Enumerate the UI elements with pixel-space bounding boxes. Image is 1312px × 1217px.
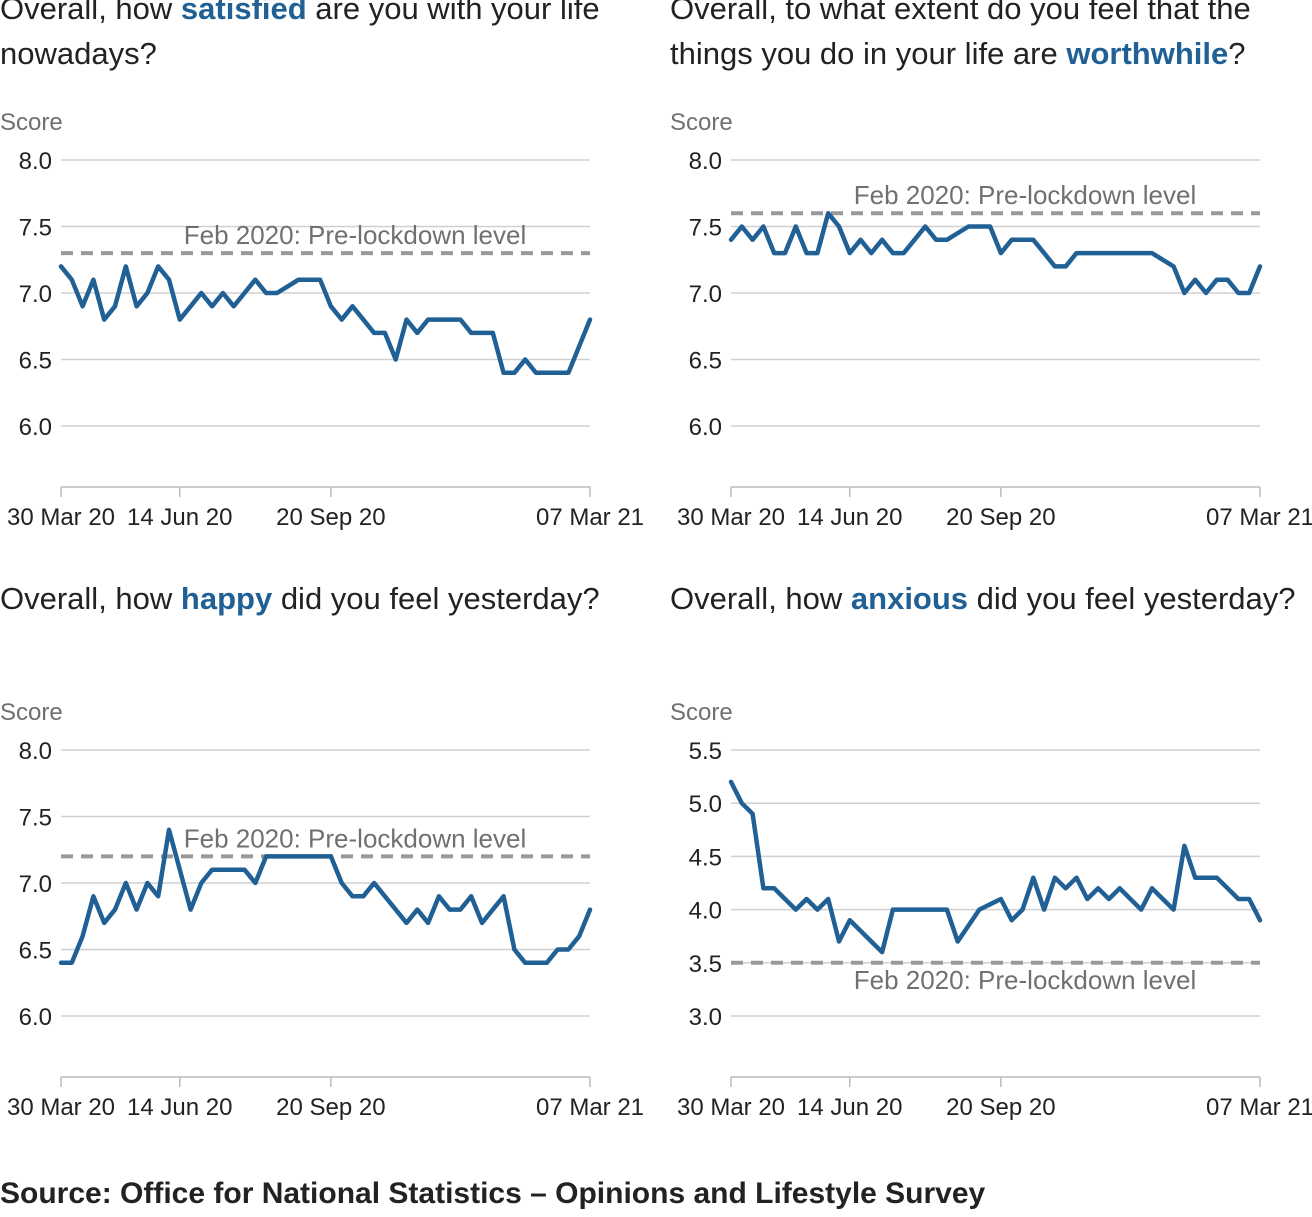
x-tick-label: 14 Jun 20: [127, 1094, 232, 1121]
title-post: are you with your life nowadays?: [0, 0, 600, 71]
x-tick-label: 30 Mar 20: [677, 1094, 785, 1121]
title-post: did you feel yesterday?: [968, 581, 1296, 616]
x-tick-label: 20 Sep 20: [276, 1094, 385, 1121]
x-tick-label: 07 Mar 21: [536, 504, 644, 531]
x-tick-label: 07 Mar 21: [536, 1094, 644, 1121]
title-highlight: happy: [180, 581, 273, 616]
y-tick-label: 4.0: [689, 898, 722, 925]
y-tick-label: 8.0: [19, 738, 52, 765]
chart-panel-anxious: Overall, how anxious did you feel yester…: [670, 581, 1312, 1150]
series-line: [728, 210, 1263, 296]
line-chart: Score 5.5 5.0 4.5 4.0 3.5 3.0 30 Mar 20 14 Jun 2…: [670, 699, 1312, 1121]
title-post: ?: [1228, 36, 1246, 71]
y-tick-label: 7.5: [19, 215, 52, 242]
line-chart: Score 8.0 7.5 7.0 6.5 6.0 30 Mar 20 14 Jun 20 20…: [670, 109, 1312, 531]
x-tick-label: 20 Sep 20: [946, 504, 1055, 531]
x-tick-label: 07 Mar 21: [1206, 504, 1312, 531]
y-tick-label: 8.0: [689, 148, 722, 175]
reference-label: Feb 2020: Pre-lockdown level: [184, 220, 527, 250]
title-highlight: satisfied: [180, 0, 307, 26]
title-pre: Overall, to what extent do you feel that…: [670, 0, 1251, 71]
y-tick-label: 8.0: [19, 148, 52, 175]
title-pre: Overall, how: [0, 0, 181, 26]
series-line: [58, 264, 593, 376]
y-tick-label: 6.0: [19, 414, 52, 441]
line-chart: Score 8.0 7.5 7.0 6.5 6.0 30 Mar 20 14 Jun 20 20…: [0, 109, 644, 531]
x-tick-label: 14 Jun 20: [797, 504, 902, 531]
x-tick-label: 30 Mar 20: [7, 504, 115, 531]
y-tick-label: 7.0: [19, 871, 52, 898]
x-tick-label: 20 Sep 20: [946, 1094, 1055, 1121]
x-tick-label: 14 Jun 20: [127, 504, 232, 531]
reference-label: Feb 2020: Pre-lockdown level: [184, 823, 527, 853]
y-tick-label: 5.0: [689, 791, 722, 818]
chart-panel-happy: Overall, how happy did you feel yesterda…: [0, 581, 650, 1150]
x-tick-label: 20 Sep 20: [276, 504, 385, 531]
chart-title: Overall, how satisfied are you with your…: [0, 0, 645, 76]
y-tick-label: 7.5: [689, 215, 722, 242]
y-tick-label: 7.0: [689, 281, 722, 308]
y-tick-label: 4.5: [689, 844, 722, 871]
x-tick-label: 14 Jun 20: [797, 1094, 902, 1121]
title-highlight: worthwhile: [1066, 36, 1229, 71]
x-tick-label: 30 Mar 20: [677, 504, 785, 531]
y-tick-label: 3.0: [689, 1004, 722, 1031]
y-tick-label: 3.5: [689, 951, 722, 978]
title-highlight: anxious: [850, 581, 969, 616]
title-post: did you feel yesterday?: [272, 581, 600, 616]
chart-title: Overall, how anxious did you feel yester…: [670, 576, 1312, 621]
y-axis-label: Score: [670, 109, 733, 136]
y-tick-label: 6.0: [19, 1004, 52, 1031]
reference-label: Feb 2020: Pre-lockdown level: [854, 180, 1197, 210]
y-tick-label: 6.5: [19, 938, 52, 965]
chart-panel-satisfied: Overall, how satisfied are you with your…: [0, 0, 650, 560]
reference-label: Feb 2020: Pre-lockdown level: [854, 965, 1197, 995]
chart-title: Overall, to what extent do you feel that…: [670, 0, 1312, 76]
series-line: [58, 827, 593, 966]
series-line: [728, 779, 1263, 955]
title-pre: Overall, how: [670, 581, 851, 616]
y-tick-label: 6.5: [19, 348, 52, 375]
chart-panel-worthwhile: Overall, to what extent do you feel that…: [670, 0, 1312, 560]
chart-title: Overall, how happy did you feel yesterda…: [0, 576, 645, 621]
line-chart: Score 8.0 7.5 7.0 6.5 6.0 30 Mar 20 14 Jun 20 20…: [0, 699, 644, 1121]
y-tick-label: 7.0: [19, 281, 52, 308]
y-tick-label: 6.0: [689, 414, 722, 441]
x-tick-label: 07 Mar 21: [1206, 1094, 1312, 1121]
y-tick-label: 5.5: [689, 738, 722, 765]
x-tick-label: 30 Mar 20: [7, 1094, 115, 1121]
source-note: Source: Office for National Statistics –…: [0, 1177, 986, 1210]
y-axis-label: Score: [0, 699, 63, 726]
y-axis-label: Score: [670, 699, 733, 726]
y-tick-label: 7.5: [19, 805, 52, 832]
y-tick-label: 6.5: [689, 348, 722, 375]
y-axis-label: Score: [0, 109, 63, 136]
title-pre: Overall, how: [0, 581, 181, 616]
